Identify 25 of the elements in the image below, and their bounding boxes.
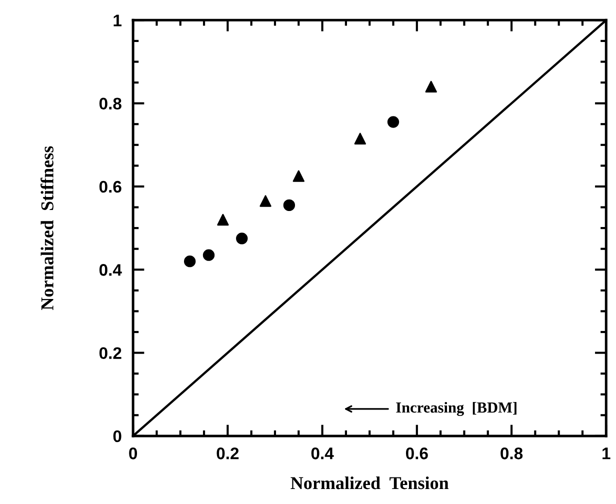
x-tick-label: 0.4 xyxy=(311,448,334,460)
point xyxy=(387,116,400,128)
point xyxy=(425,80,437,93)
y-axis-title: Normalized Stiffness xyxy=(40,146,54,310)
x-axis-title: Normalized Tension xyxy=(290,476,449,490)
y-tick-label: 0 xyxy=(113,430,122,442)
point xyxy=(184,255,196,268)
point xyxy=(292,170,304,182)
point xyxy=(202,249,215,261)
point xyxy=(217,214,229,226)
x-tick-label: 0.2 xyxy=(216,448,239,460)
y-tick-label: 0.4 xyxy=(99,264,122,276)
x-tick-label: 1 xyxy=(602,448,610,460)
point xyxy=(283,199,296,212)
y-tick-label: 0.6 xyxy=(99,180,122,193)
y-tick-label: 0.8 xyxy=(99,98,122,110)
y-tick-label: 0.2 xyxy=(99,347,122,360)
y-tick-label: 1 xyxy=(114,14,122,26)
x-tick-label: 0.8 xyxy=(500,448,523,460)
x-tick-label: 0 xyxy=(129,448,138,460)
point xyxy=(260,195,272,207)
x-tick-label: 0.6 xyxy=(406,448,428,460)
point xyxy=(354,132,366,145)
annotation: Increasing [BDM] xyxy=(396,402,516,416)
point xyxy=(236,232,248,244)
